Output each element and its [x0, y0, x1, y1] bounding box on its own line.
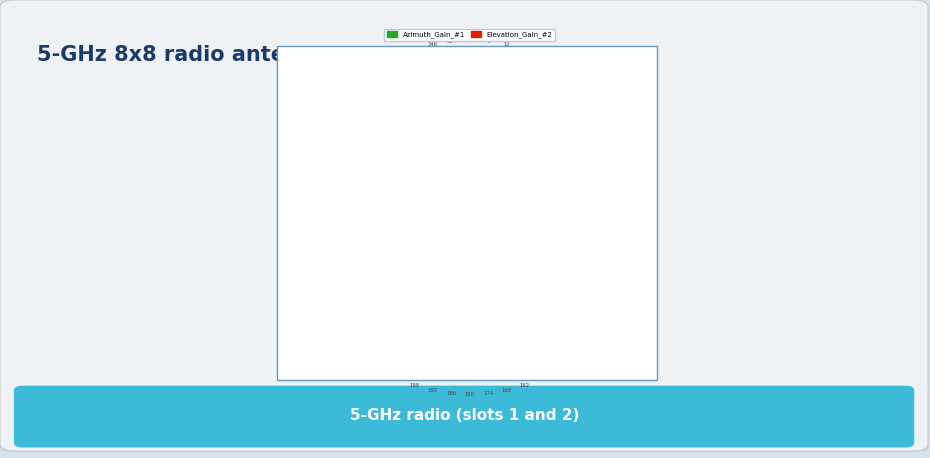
Polygon shape — [447, 195, 492, 240]
Text: 5-GHz radio (slots 1 and 2): 5-GHz radio (slots 1 and 2) — [351, 409, 579, 423]
Azimuth_Gain_#1 — [537, 94, 548, 99]
Elevation_Gain_#2 — [366, 309, 378, 315]
Polygon shape — [452, 200, 487, 235]
Elevation_Gain_#2 — [363, 102, 374, 108]
Elevation_Gain_#2 — [597, 141, 608, 147]
Elevation_Gain_#2 — [464, 63, 475, 68]
Elevation_Gain_#2 — [490, 66, 501, 71]
Line: Azimuth_Gain_#1: Azimuth_Gain_#1 — [325, 73, 615, 364]
Azimuth_Gain_#1 — [464, 72, 475, 77]
Azimuth_Gain_#1 — [461, 360, 472, 366]
Elevation_Gain_#2 — [464, 63, 475, 68]
Polygon shape — [455, 202, 485, 233]
Polygon shape — [442, 190, 498, 245]
Polygon shape — [459, 207, 480, 228]
Polygon shape — [449, 197, 490, 238]
Azimuth_Gain_#1 — [596, 162, 607, 167]
Polygon shape — [462, 210, 477, 225]
Text: 5-GHz 8x8 radio antenna pattern: 5-GHz 8x8 radio antenna pattern — [37, 45, 425, 65]
Polygon shape — [467, 215, 472, 220]
Elevation_Gain_#2 — [380, 322, 392, 328]
Polygon shape — [434, 182, 505, 253]
Line: Elevation_Gain_#2: Elevation_Gain_#2 — [317, 65, 622, 371]
FancyBboxPatch shape — [14, 386, 914, 447]
Azimuth_Gain_#1 — [360, 312, 371, 318]
Polygon shape — [445, 192, 495, 243]
Azimuth_Gain_#1 — [464, 72, 475, 77]
Elevation_Gain_#2 — [365, 307, 377, 312]
Polygon shape — [437, 185, 502, 250]
Polygon shape — [465, 213, 474, 223]
Azimuth_Gain_#1 — [369, 109, 380, 115]
Elevation_Gain_#2 — [403, 340, 414, 346]
Legend: Azimuth_Gain_#1, Elevation_Gain_#2: Azimuth_Gain_#1, Elevation_Gain_#2 — [384, 29, 555, 41]
Azimuth_Gain_#1 — [399, 343, 410, 348]
Polygon shape — [439, 187, 500, 248]
Elevation_Gain_#2 — [604, 158, 616, 164]
Polygon shape — [457, 205, 483, 230]
Azimuth_Gain_#1 — [374, 326, 385, 332]
Azimuth_Gain_#1 — [489, 74, 500, 80]
